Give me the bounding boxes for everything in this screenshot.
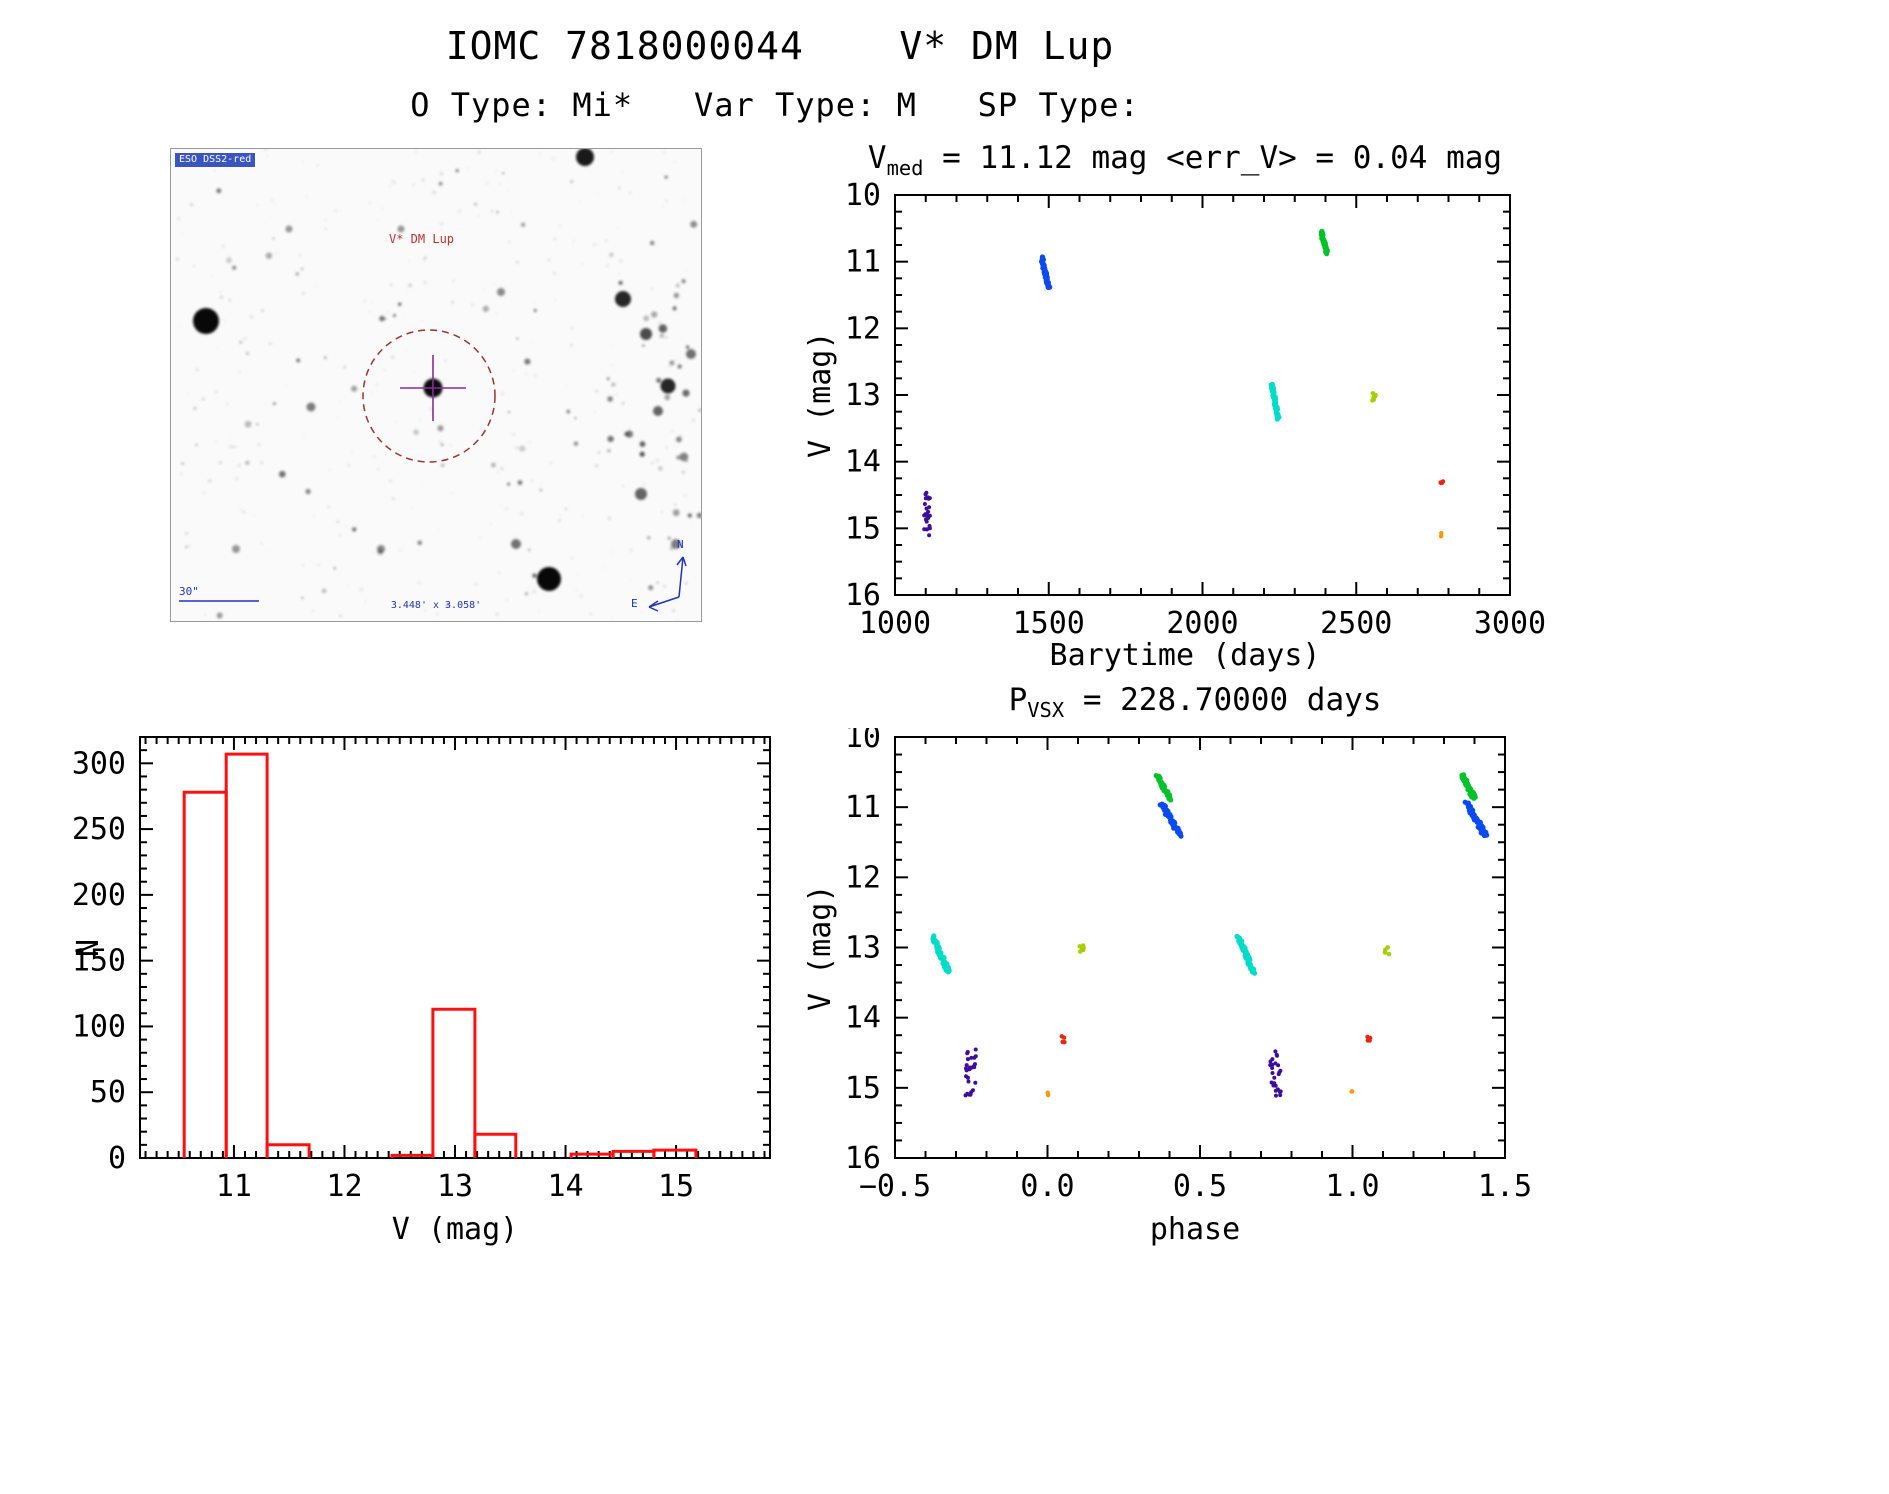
svg-text:14: 14 [547,1169,583,1204]
phase-plot-title: PVSX = 228.70000 days [1008,682,1382,723]
svg-text:300: 300 [72,746,126,781]
axes [894,736,1506,1159]
lightcurve-plot: 1000 1500 2000 2500 3000 10 11 12 13 14 15 16 [845,178,1546,641]
tick-labels: 1000 1500 2000 2500 3000 10 11 12 13 14 15 16 [845,178,1546,641]
svg-text:0.0: 0.0 [1020,1169,1074,1204]
compass-icon [648,556,687,612]
svg-text:13: 13 [845,378,881,413]
svg-text:12: 12 [845,311,881,346]
svg-text:11: 11 [216,1169,252,1204]
compass-east-label: E [631,597,638,610]
svg-text:−0.5: −0.5 [859,1169,931,1204]
svg-text:200: 200 [72,878,126,913]
svg-text:1500: 1500 [1013,606,1085,641]
star-field-image [175,149,701,621]
svg-text:12: 12 [326,1169,362,1204]
svg-text:1.0: 1.0 [1325,1169,1379,1204]
svg-text:12: 12 [845,860,881,895]
phase-plot-panel: PVSX = 228.70000 days −0.5 0.0 0.5 1.0 1.5 10… [795,678,1575,1288]
page-subtitle: O Type: Mi* Var Type: M SP Type: [410,86,1140,124]
svg-text:150: 150 [72,944,126,979]
compass-north-label: N [677,538,684,551]
svg-text:11: 11 [845,245,881,280]
svg-text:15: 15 [845,1071,881,1106]
svg-text:13: 13 [845,931,881,966]
svg-text:10: 10 [845,178,881,213]
axes [894,194,1511,596]
phase-yaxis-label: V (mag) [803,884,838,1011]
scale-bar-label: 30" [179,585,199,598]
svg-text:15: 15 [658,1169,694,1204]
svg-text:2500: 2500 [1320,606,1392,641]
svg-text:13: 13 [437,1169,473,1204]
data-points [930,772,1490,1098]
svg-text:50: 50 [90,1075,126,1110]
svg-text:0.5: 0.5 [1173,1169,1227,1204]
axes [139,736,771,1159]
histogram-yaxis-label: N [71,938,106,957]
stars [175,149,701,621]
svg-text:11: 11 [845,790,881,825]
svg-text:16: 16 [845,1141,881,1176]
svg-text:2000: 2000 [1166,606,1238,641]
histogram-bars [182,752,698,1158]
svg-text:250: 250 [72,812,126,847]
svg-text:10: 10 [845,728,881,755]
data-points [922,228,1446,539]
lightcurve-title: Vmed = 11.12 mag <err_V> = 0.04 mag [867,140,1503,181]
svg-text:16: 16 [845,578,881,613]
lightcurve-yaxis-label: V (mag) [803,331,838,459]
page-title: IOMC 7818000044 V* DM Lup [445,24,1115,68]
lightcurve-panel: Vmed = 11.12 mag <err_V> = 0.04 mag 1000… [795,138,1575,703]
phase-xaxis-label: phase [1149,1212,1241,1247]
svg-text:100: 100 [72,1009,126,1044]
svg-text:1.5: 1.5 [1478,1169,1532,1204]
svg-text:14: 14 [845,445,881,480]
svg-text:3000: 3000 [1474,606,1546,641]
histogram-panel: 11 12 13 14 15 0 50 100 150 200 250 300 V (mag) N [55,700,815,1285]
lightcurve-xaxis-label: Barytime (days) [1049,638,1321,673]
phase-plot: −0.5 0.0 0.5 1.0 1.5 10 11 12 13 14 15 16 [845,728,1532,1204]
svg-text:0: 0 [108,1141,126,1176]
field-of-view-label: 3.448' x 3.058' [390,600,482,611]
tick-labels: −0.5 0.0 0.5 1.0 1.5 10 11 12 13 14 15 16 [845,728,1532,1204]
histogram-xaxis-label: V (mag) [391,1212,519,1247]
svg-text:14: 14 [845,1001,881,1036]
svg-text:1000: 1000 [859,606,931,641]
target-marker [362,329,496,463]
sky-image-panel: ESO DSS2-red V* DM Lup 30" 3.448' x 3.05… [170,148,702,622]
survey-label: ESO DSS2-red [175,153,256,167]
target-star-label: V* DM Lup [389,232,455,246]
svg-text:15: 15 [845,511,881,546]
